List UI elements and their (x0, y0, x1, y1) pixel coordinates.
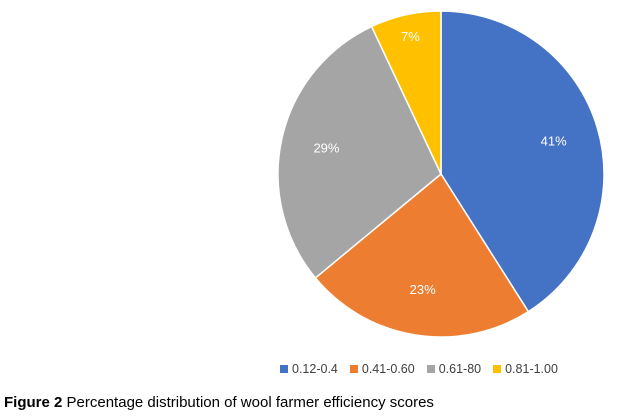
pie-data-labels: 41% 23% 29% 7% (313, 29, 567, 297)
legend-swatch-2 (426, 365, 435, 373)
legend-swatch-3 (493, 365, 502, 373)
figure-caption: Figure 2 Percentage distribution of wool… (4, 394, 434, 411)
legend: 0.12-0.4 0.41-0.60 0.61-80 0.81-1.00 (280, 362, 558, 376)
pie-slice-2 (277, 25, 442, 279)
legend-label-1: 0.41-0.60 (361, 362, 415, 376)
legend-swatch-0 (280, 365, 288, 373)
figure-caption-text: Percentage distribution of wool farmer e… (62, 394, 434, 411)
legend-item-0: 0.12-0.4 (280, 362, 338, 376)
pie-slice-3 (370, 10, 442, 175)
legend-label-2: 0.61-80 (438, 362, 482, 376)
pie-data-label-0: 41% (541, 133, 567, 148)
pie-data-label-2: 29% (313, 140, 339, 155)
legend-item-2: 0.61-80 (426, 362, 482, 376)
pie-slices (277, 10, 605, 338)
pie-slice-0 (440, 10, 605, 313)
pie-data-label-3: 7% (401, 29, 420, 44)
legend-item-1: 0.41-0.60 (349, 362, 415, 376)
legend-label-3: 0.81-1.00 (505, 362, 558, 376)
figure-number: Figure 2 (4, 394, 63, 411)
legend-item-3: 0.81-1.00 (493, 362, 558, 376)
pie-data-label-1: 23% (410, 282, 436, 297)
legend-swatch-1 (349, 365, 358, 373)
pie-slice-1 (314, 172, 530, 338)
legend-label-0: 0.12-0.4 (292, 362, 338, 376)
pie-chart: 41% 23% 29% 7% (277, 10, 605, 338)
